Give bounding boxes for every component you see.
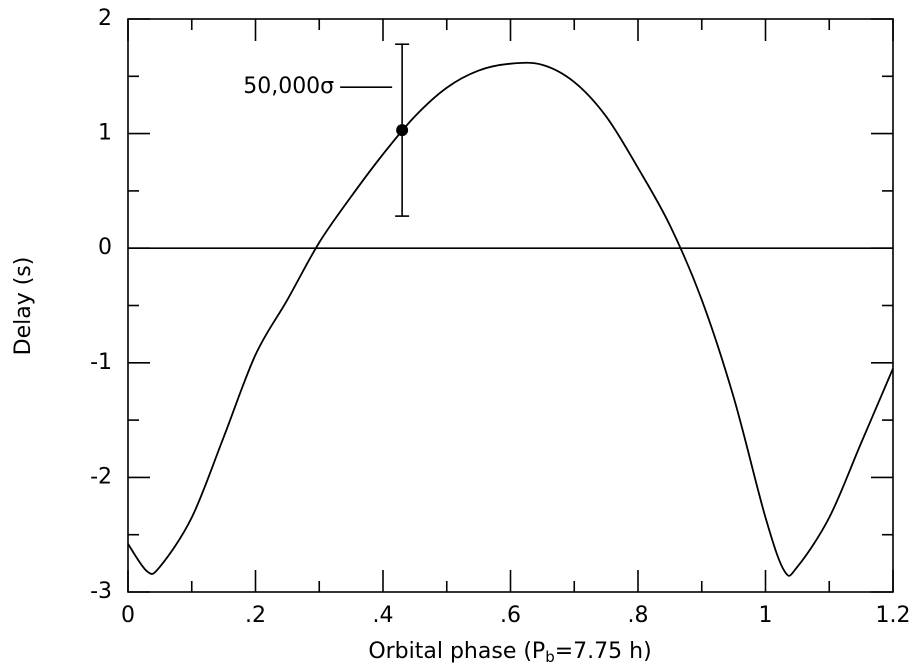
y-tick-label: 0: [98, 235, 112, 260]
y-tick-label: 1: [98, 121, 112, 146]
y-axis-title: Delay (s): [11, 257, 36, 356]
y-tick-label: -1: [90, 350, 112, 375]
x-title-part: =7.75 h): [555, 639, 652, 664]
x-title-sub: b: [545, 648, 555, 666]
curve: [127, 61, 894, 577]
y-tick-label: 2: [98, 6, 112, 31]
data-point: [396, 124, 409, 137]
x-axis-title: Orbital phase (Pb=7.75 h): [368, 639, 651, 666]
x-tick-label: .2: [245, 603, 266, 628]
x-tick-label: .4: [373, 603, 394, 628]
x-tick-label: 1: [759, 603, 773, 628]
x-tick-label: 1.2: [876, 603, 911, 628]
annotation: 50,000σ: [243, 74, 334, 99]
x-tick-label: 0: [121, 603, 135, 628]
x-tick-label: .8: [628, 603, 649, 628]
y-tick-label: -2: [90, 464, 112, 489]
y-tick-label: -3: [90, 579, 112, 604]
x-tick-label: .6: [500, 603, 521, 628]
plot-frame: [127, 18, 894, 593]
x-title-part: Orbital phase (P: [368, 639, 545, 664]
